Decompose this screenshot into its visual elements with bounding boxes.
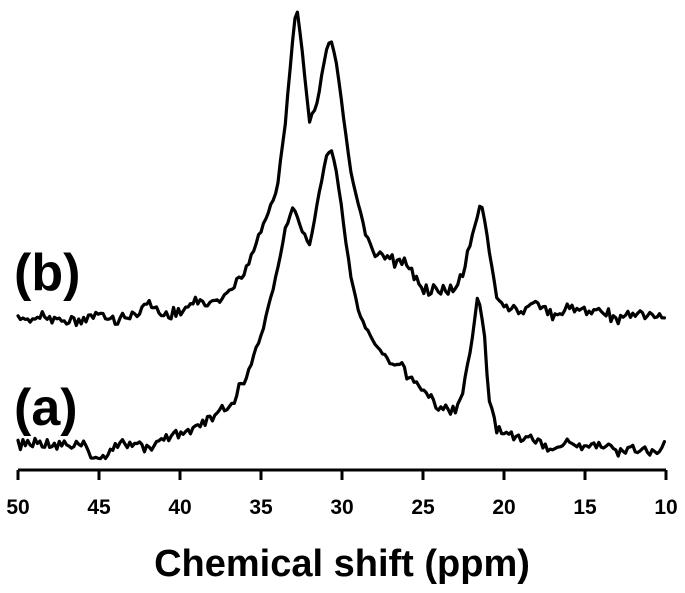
x-tick-label: 20 bbox=[492, 496, 515, 519]
x-tick-layer: 50 45 40 35 30 25 20 15 10 bbox=[6, 470, 678, 519]
x-tick-label: 30 bbox=[330, 496, 353, 519]
trace-label-b: (b) bbox=[14, 244, 80, 302]
x-tick-label: 15 bbox=[573, 496, 597, 519]
x-tick-label: 50 bbox=[6, 496, 29, 519]
x-tick-label: 35 bbox=[249, 496, 273, 519]
trace-label-layer: (b) (a) bbox=[14, 244, 80, 437]
x-tick-label: 25 bbox=[411, 496, 435, 519]
x-tick-label: 10 bbox=[654, 496, 677, 519]
x-axis-title: Chemical shift (ppm) bbox=[154, 543, 530, 585]
x-tick-label: 40 bbox=[168, 496, 191, 519]
x-tick-label: 45 bbox=[87, 496, 111, 519]
spectrum-line-b bbox=[16, 10, 666, 328]
trace-label-a: (a) bbox=[14, 379, 78, 437]
series-layer bbox=[16, 10, 666, 461]
spectrum-line-a bbox=[16, 149, 666, 461]
